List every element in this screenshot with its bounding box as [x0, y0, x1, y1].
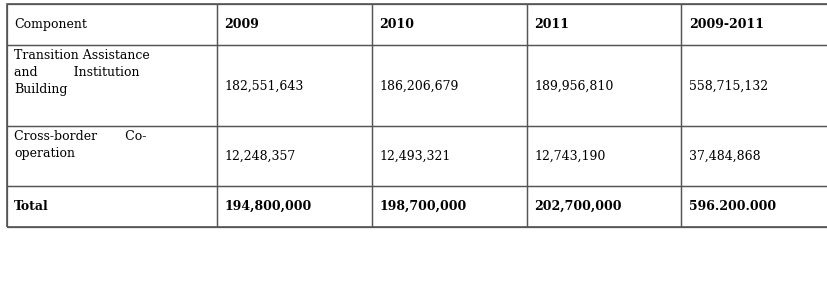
Text: 2011: 2011 [533, 18, 568, 31]
Bar [371, 126, 526, 186]
Bar [7, 4, 217, 45]
Bar [681, 4, 827, 45]
Bar [7, 126, 217, 186]
Text: 182,551,643: 182,551,643 [224, 80, 304, 92]
Text: 198,700,000: 198,700,000 [379, 200, 466, 213]
Bar [217, 126, 371, 186]
Bar [7, 45, 217, 126]
Text: Cross-border       Co-
operation: Cross-border Co- operation [14, 130, 146, 160]
Bar [217, 45, 371, 126]
Bar [217, 4, 371, 45]
Text: 2010: 2010 [379, 18, 414, 31]
Text: 194,800,000: 194,800,000 [224, 200, 311, 213]
Bar [371, 186, 526, 227]
Text: 12,743,190: 12,743,190 [533, 150, 605, 163]
Text: 189,956,810: 189,956,810 [533, 80, 613, 92]
Bar [681, 126, 827, 186]
Bar [526, 45, 681, 126]
Bar [371, 4, 526, 45]
Bar [681, 45, 827, 126]
Bar [7, 186, 217, 227]
Bar [526, 126, 681, 186]
Text: 186,206,679: 186,206,679 [379, 80, 458, 92]
Bar [371, 45, 526, 126]
Bar [526, 186, 681, 227]
Text: Component: Component [14, 18, 87, 31]
Text: 2009: 2009 [224, 18, 259, 31]
Text: 12,493,321: 12,493,321 [379, 150, 450, 163]
Text: Total: Total [14, 200, 49, 213]
Text: 12,248,357: 12,248,357 [224, 150, 295, 163]
Text: 2009-2011: 2009-2011 [688, 18, 763, 31]
Text: 558,715,132: 558,715,132 [688, 80, 767, 92]
Bar [526, 4, 681, 45]
Text: 202,700,000: 202,700,000 [533, 200, 621, 213]
Text: Transition Assistance
and         Institution
Building: Transition Assistance and Institution Bu… [14, 49, 150, 96]
Text: 37,484,868: 37,484,868 [688, 150, 760, 163]
Bar [7, 4, 827, 227]
Text: 596.200.000: 596.200.000 [688, 200, 775, 213]
Bar [217, 186, 371, 227]
Bar [681, 186, 827, 227]
